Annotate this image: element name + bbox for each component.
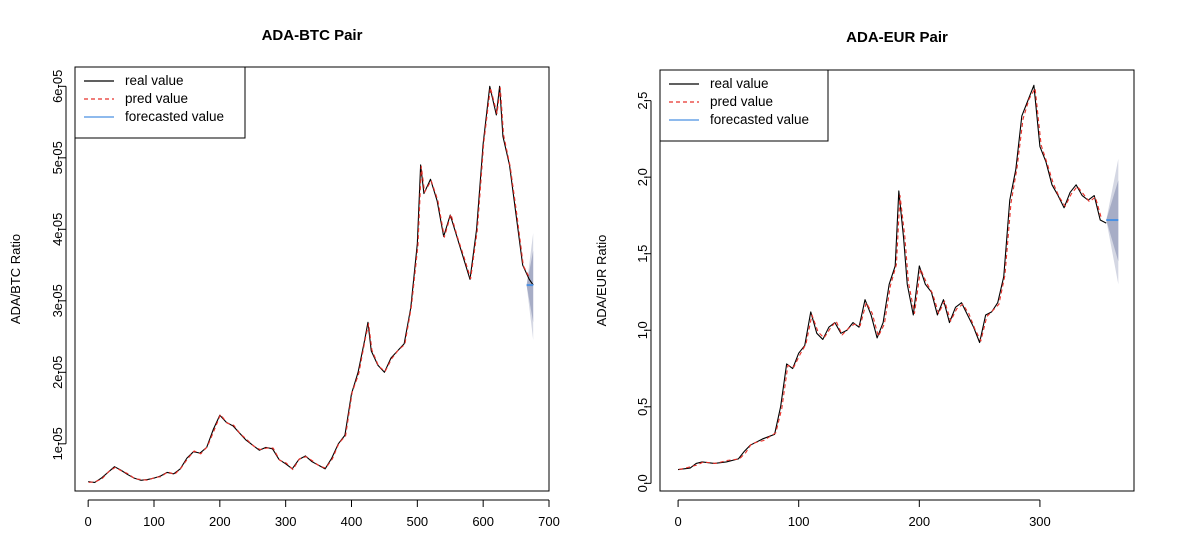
- y-tick-label: 2.5: [635, 92, 650, 110]
- legend-label: forecasted value: [710, 112, 809, 127]
- legend-label: pred value: [710, 94, 773, 109]
- chart-title: ADA-BTC Pair: [262, 27, 363, 44]
- y-tick-label: 6e-05: [50, 70, 65, 103]
- x-tick-label: 600: [472, 514, 494, 529]
- y-tick-label: 1.5: [635, 245, 650, 263]
- x-tick-label: 400: [341, 514, 363, 529]
- x-tick-label: 0: [674, 514, 681, 529]
- y-tick-label: 1.0: [635, 321, 650, 339]
- y-axis-label: ADA/BTC Ratio: [8, 234, 23, 324]
- y-tick-label: 5e-05: [50, 141, 65, 174]
- chart-title: ADA-EUR Pair: [846, 29, 948, 46]
- y-tick-label: 4e-05: [50, 213, 65, 246]
- y-tick-label: 1e-05: [50, 427, 65, 460]
- x-tick-label: 100: [788, 514, 810, 529]
- forecast-interval-inner: [526, 250, 534, 323]
- x-tick-label: 700: [538, 514, 560, 529]
- plot-frame: [74, 66, 550, 492]
- y-tick-label: 3e-05: [50, 284, 65, 317]
- y-tick-label: 2e-05: [50, 356, 65, 389]
- series-line-pred-value: [88, 87, 531, 483]
- x-tick-label: 300: [275, 514, 297, 529]
- legend-label: real value: [710, 76, 769, 91]
- x-tick-label: 100: [143, 514, 165, 529]
- legend: real value pred value forecasted value: [659, 69, 829, 142]
- x-tick-label: 500: [406, 514, 428, 529]
- x-tick-label: 0: [85, 514, 92, 529]
- legend-label: real value: [125, 73, 184, 88]
- y-tick-label: 0.0: [635, 474, 650, 492]
- legend-label: forecasted value: [125, 109, 224, 124]
- y-axis-label: ADA/EUR Ratio: [594, 235, 609, 327]
- x-tick-label: 200: [908, 514, 930, 529]
- y-tick-label: 2.0: [635, 168, 650, 186]
- legend: real value pred value forecasted value: [74, 66, 246, 139]
- legend-label: pred value: [125, 91, 188, 106]
- x-tick-label: 200: [209, 514, 231, 529]
- legend-box: [659, 69, 829, 142]
- series-line-real-value: [88, 85, 534, 483]
- chart-panel-1: ADA-BTC Pair ADA/BTC Ratio 0 100 200 300 400 50…: [8, 27, 560, 529]
- x-tick-label: 300: [1029, 514, 1051, 529]
- series-line-pred-value: [679, 87, 1102, 471]
- plot-frame: [659, 69, 1135, 492]
- y-tick-label: 0.5: [635, 398, 650, 416]
- series-line-real-value: [678, 84, 1107, 471]
- legend-box: [74, 66, 246, 139]
- chart-panel-2: ADA-EUR Pair ADA/EUR Ratio 0 100 200 300 0.0 0.…: [594, 29, 1135, 529]
